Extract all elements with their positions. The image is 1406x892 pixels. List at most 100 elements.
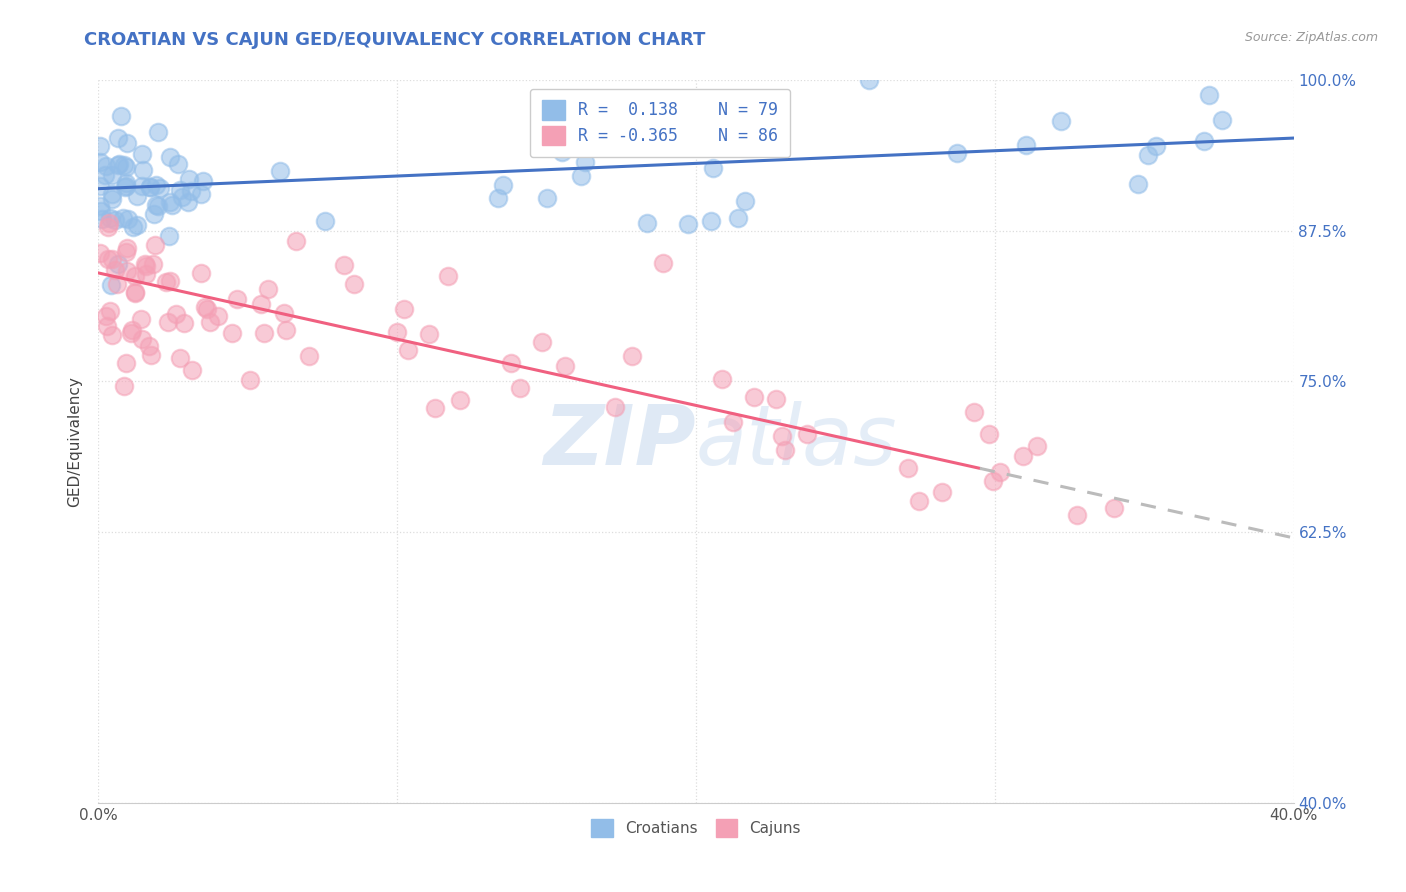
Point [101,187,124,202]
Point [190,187,212,202]
Point [90,211,112,226]
Point [509,381,531,395]
Point [138,338,160,352]
Point [250,296,273,310]
Point [127,189,149,203]
Point [394,301,416,316]
Point [145,178,167,193]
Point [554,359,576,374]
Point [94,309,117,323]
Point [239,373,262,387]
Point [195,301,218,316]
Point [492,178,515,192]
Point [115,178,138,193]
Point [107,257,129,271]
Point [96,319,118,334]
Point [1102,501,1125,516]
Point [101,168,124,182]
Point [115,241,138,255]
Point [114,244,136,259]
Point [115,161,138,175]
Point [159,194,181,209]
Point [1012,450,1035,464]
Point [104,213,127,227]
Point [711,372,734,386]
Point [620,349,643,363]
Point [574,154,596,169]
Point [159,151,181,165]
Point [858,73,880,87]
Point [207,309,229,323]
Point [167,157,190,171]
Point [284,234,307,248]
Point [651,255,673,269]
Point [396,343,419,357]
Point [110,109,132,123]
Point [169,351,191,365]
Point [101,328,124,343]
Point [117,212,139,227]
Point [114,180,136,194]
Point [1136,147,1159,161]
Point [125,219,148,233]
Point [551,145,574,160]
Point [89,246,111,260]
Point [157,229,180,244]
Point [723,415,745,429]
Point [1050,114,1073,128]
Point [727,211,749,226]
Text: CROATIAN VS CAJUN GED/EQUIVALENCY CORRELATION CHART: CROATIAN VS CAJUN GED/EQUIVALENCY CORREL… [84,31,706,49]
Point [112,157,135,171]
Text: ZIP: ZIP [543,401,696,482]
Point [1126,178,1149,192]
Point [486,191,509,205]
Point [134,257,156,271]
Point [107,130,129,145]
Point [173,316,195,330]
Point [115,136,138,150]
Point [131,179,153,194]
Point [981,474,1004,488]
Point [146,199,169,213]
Point [179,172,201,186]
Point [97,219,120,234]
Point [221,326,243,341]
Point [94,168,117,182]
Point [115,176,138,190]
Point [569,169,592,184]
Point [160,198,183,212]
Point [636,217,658,231]
Point [702,161,724,176]
Point [135,267,157,281]
Point [135,259,157,273]
Point [94,159,117,173]
Point [770,429,793,443]
Point [98,303,121,318]
Point [1015,138,1038,153]
Point [536,191,558,205]
Point [143,237,166,252]
Point [256,282,278,296]
Point [143,207,166,221]
Point [165,307,187,321]
Point [269,163,291,178]
Point [159,275,181,289]
Point [89,139,111,153]
Point [274,323,297,337]
Point [990,465,1012,479]
Point [1192,134,1215,148]
Point [124,285,146,300]
Point [678,217,700,231]
Point [963,405,986,419]
Point [423,401,446,415]
Point [138,180,160,194]
Point [108,157,131,171]
Point [946,145,969,160]
Point [97,252,120,267]
Point [765,392,787,406]
Point [132,163,155,178]
Point [120,326,142,340]
Point [707,128,730,143]
Point [531,334,554,349]
Point [931,485,953,500]
